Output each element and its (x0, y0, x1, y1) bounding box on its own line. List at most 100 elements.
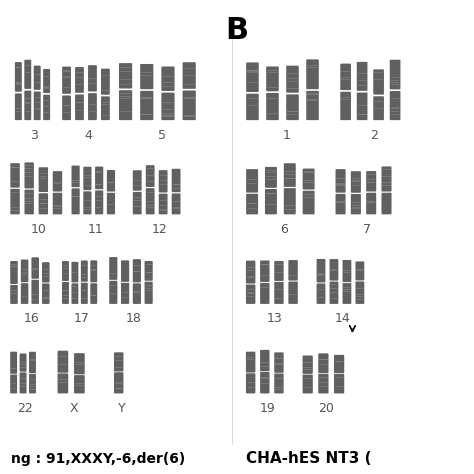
Bar (344, 270, 350, 271)
FancyBboxPatch shape (72, 165, 80, 187)
Bar (367, 179, 375, 180)
Bar (20, 383, 26, 384)
FancyBboxPatch shape (19, 354, 27, 372)
Bar (247, 203, 257, 204)
Bar (91, 295, 96, 296)
FancyBboxPatch shape (90, 260, 97, 283)
Bar (303, 367, 312, 368)
Bar (287, 110, 298, 112)
FancyBboxPatch shape (265, 167, 277, 188)
Bar (162, 82, 173, 83)
FancyBboxPatch shape (246, 261, 255, 283)
FancyBboxPatch shape (10, 352, 17, 374)
Bar (275, 387, 283, 388)
Bar (43, 269, 49, 270)
Text: 19: 19 (260, 402, 275, 415)
Bar (307, 67, 318, 68)
Bar (391, 114, 400, 115)
FancyBboxPatch shape (10, 189, 20, 214)
Text: 17: 17 (73, 312, 90, 325)
Bar (352, 202, 360, 203)
Bar (287, 78, 298, 79)
Bar (337, 184, 345, 185)
FancyBboxPatch shape (42, 283, 50, 304)
FancyBboxPatch shape (286, 94, 299, 120)
Bar (120, 96, 131, 98)
Bar (285, 171, 295, 172)
Bar (304, 171, 314, 172)
Bar (11, 207, 19, 208)
Bar (261, 363, 269, 364)
FancyBboxPatch shape (334, 374, 344, 393)
FancyBboxPatch shape (284, 188, 296, 214)
Bar (122, 297, 128, 298)
Bar (122, 272, 128, 273)
Bar (73, 196, 79, 197)
Bar (120, 83, 131, 85)
FancyBboxPatch shape (83, 191, 91, 214)
Bar (73, 271, 77, 272)
Bar (58, 356, 67, 357)
Bar (261, 264, 269, 265)
Bar (275, 389, 283, 390)
Bar (115, 388, 122, 389)
FancyBboxPatch shape (62, 282, 69, 304)
FancyBboxPatch shape (140, 91, 154, 120)
Bar (247, 179, 257, 180)
FancyBboxPatch shape (121, 260, 129, 282)
Bar (82, 290, 87, 291)
Bar (356, 270, 364, 271)
Bar (247, 289, 255, 290)
Bar (318, 274, 324, 275)
Bar (173, 201, 180, 202)
Bar (39, 178, 47, 179)
Bar (330, 292, 337, 293)
FancyBboxPatch shape (25, 163, 34, 189)
Bar (84, 175, 91, 176)
Bar (303, 387, 312, 388)
FancyBboxPatch shape (284, 163, 296, 187)
Bar (76, 109, 83, 111)
Bar (160, 173, 166, 174)
FancyBboxPatch shape (10, 261, 18, 284)
FancyBboxPatch shape (72, 262, 78, 283)
FancyBboxPatch shape (81, 261, 88, 282)
FancyBboxPatch shape (329, 259, 338, 281)
FancyBboxPatch shape (53, 171, 62, 191)
Bar (96, 207, 102, 208)
Bar (330, 298, 337, 299)
Bar (63, 105, 70, 106)
Bar (352, 181, 360, 182)
Bar (183, 116, 195, 117)
FancyBboxPatch shape (62, 66, 71, 94)
Bar (102, 90, 109, 91)
FancyBboxPatch shape (42, 262, 50, 283)
Bar (391, 82, 400, 83)
Bar (266, 193, 276, 194)
Bar (261, 275, 269, 276)
Bar (307, 65, 318, 66)
Bar (73, 172, 79, 173)
FancyBboxPatch shape (357, 92, 367, 120)
FancyBboxPatch shape (114, 352, 123, 372)
Bar (147, 181, 154, 182)
Bar (73, 274, 77, 275)
FancyBboxPatch shape (246, 374, 255, 393)
Bar (76, 84, 83, 85)
Bar (75, 364, 84, 365)
Bar (115, 383, 122, 384)
Bar (352, 178, 360, 179)
Bar (146, 274, 152, 275)
Bar (26, 192, 33, 193)
Bar (11, 275, 17, 276)
Bar (247, 70, 258, 71)
Bar (134, 206, 141, 207)
Bar (11, 264, 17, 265)
Bar (289, 266, 297, 267)
Bar (383, 185, 391, 186)
Bar (146, 272, 152, 273)
Bar (44, 111, 49, 113)
Bar (76, 72, 83, 73)
Bar (110, 273, 117, 274)
Bar (147, 175, 154, 176)
